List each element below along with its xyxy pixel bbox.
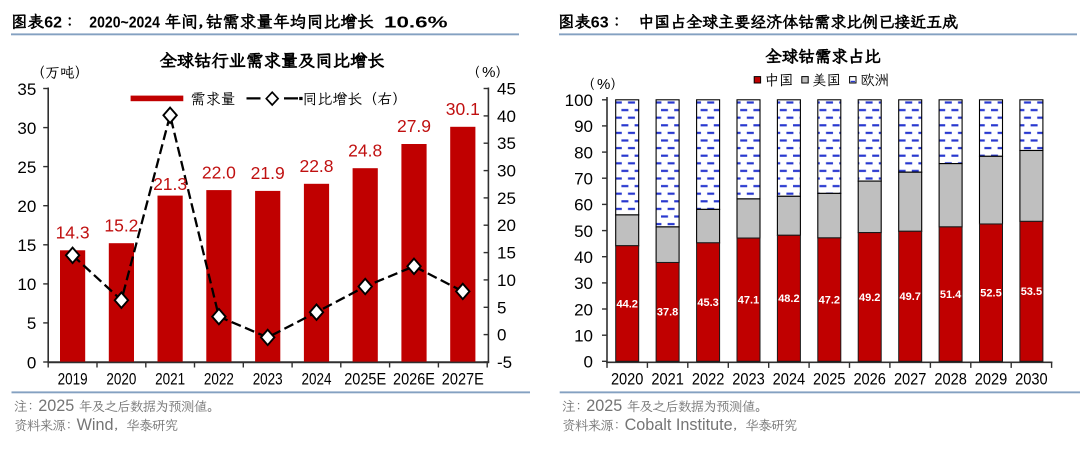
svg-text:14.3: 14.3 bbox=[56, 223, 90, 243]
svg-text:60: 60 bbox=[574, 196, 593, 215]
svg-text:30: 30 bbox=[17, 119, 36, 138]
svg-text:20: 20 bbox=[497, 216, 516, 235]
svg-text:80: 80 bbox=[574, 143, 593, 162]
svg-text:10.6%: 10.6% bbox=[384, 14, 448, 31]
svg-text:40: 40 bbox=[574, 248, 593, 267]
svg-text:47.2: 47.2 bbox=[819, 294, 840, 306]
svg-text:52.5: 52.5 bbox=[980, 288, 1001, 300]
svg-text:2025: 2025 bbox=[586, 397, 627, 415]
svg-text:2025E: 2025E bbox=[344, 371, 386, 389]
svg-text:2022: 2022 bbox=[204, 371, 234, 389]
svg-text:2023: 2023 bbox=[253, 371, 283, 389]
svg-text:5: 5 bbox=[27, 314, 36, 333]
svg-text:2020: 2020 bbox=[611, 371, 644, 389]
svg-text:Wind: Wind bbox=[77, 416, 114, 434]
svg-text:22.8: 22.8 bbox=[299, 156, 333, 176]
svg-text:2023: 2023 bbox=[732, 371, 765, 389]
svg-text:2021: 2021 bbox=[155, 371, 185, 389]
svg-text:20: 20 bbox=[17, 197, 36, 216]
svg-text:5: 5 bbox=[497, 298, 506, 317]
svg-text:90: 90 bbox=[574, 117, 593, 136]
svg-text:2027: 2027 bbox=[894, 371, 927, 389]
svg-text:2025: 2025 bbox=[813, 371, 846, 389]
svg-text:%: % bbox=[597, 76, 610, 93]
svg-text:2024: 2024 bbox=[773, 371, 806, 389]
svg-text:2027E: 2027E bbox=[442, 371, 484, 389]
svg-text:70: 70 bbox=[574, 170, 593, 189]
svg-text:49.7: 49.7 bbox=[899, 291, 920, 303]
svg-text:2025: 2025 bbox=[38, 397, 79, 415]
svg-text:10: 10 bbox=[574, 327, 593, 346]
svg-text:Cobalt Institute: Cobalt Institute bbox=[625, 416, 733, 434]
svg-text:51.4: 51.4 bbox=[940, 289, 962, 301]
svg-text:2021: 2021 bbox=[651, 371, 684, 389]
svg-text:44.2: 44.2 bbox=[616, 298, 637, 310]
svg-text:62: 62 bbox=[44, 14, 62, 31]
svg-text:21.9: 21.9 bbox=[251, 163, 285, 183]
svg-text:%: % bbox=[482, 64, 495, 81]
svg-text:53.5: 53.5 bbox=[1021, 286, 1042, 298]
svg-text:2029: 2029 bbox=[975, 371, 1008, 389]
svg-text:2024: 2024 bbox=[302, 371, 332, 389]
svg-text:48.2: 48.2 bbox=[778, 293, 799, 305]
svg-text:27.9: 27.9 bbox=[397, 116, 431, 136]
svg-text:20: 20 bbox=[574, 300, 593, 319]
svg-text:15: 15 bbox=[497, 244, 516, 263]
svg-text:2028: 2028 bbox=[934, 371, 967, 389]
svg-text:2022: 2022 bbox=[692, 371, 725, 389]
svg-text:22.0: 22.0 bbox=[202, 162, 236, 182]
svg-text:-5: -5 bbox=[497, 353, 512, 372]
svg-text:30.1: 30.1 bbox=[446, 99, 480, 119]
svg-text:10: 10 bbox=[497, 271, 516, 290]
svg-text:50: 50 bbox=[574, 222, 593, 241]
svg-text:21.3: 21.3 bbox=[153, 174, 187, 194]
svg-text:15.2: 15.2 bbox=[104, 215, 138, 235]
svg-text:35: 35 bbox=[17, 80, 36, 99]
svg-text:45: 45 bbox=[497, 80, 516, 99]
svg-text:25: 25 bbox=[17, 158, 36, 177]
svg-text:47.1: 47.1 bbox=[738, 295, 759, 307]
svg-text:40: 40 bbox=[497, 107, 516, 126]
svg-text:0: 0 bbox=[584, 353, 593, 372]
svg-text:2019: 2019 bbox=[58, 371, 88, 389]
svg-text:2026E: 2026E bbox=[393, 371, 435, 389]
svg-text:45.3: 45.3 bbox=[697, 297, 718, 309]
svg-text:49.2: 49.2 bbox=[859, 292, 880, 304]
svg-text:2020~2024: 2020~2024 bbox=[89, 14, 160, 31]
svg-text:0: 0 bbox=[497, 326, 506, 345]
svg-text:37.8: 37.8 bbox=[657, 307, 678, 319]
svg-text:24.8: 24.8 bbox=[348, 140, 382, 160]
svg-text:2026: 2026 bbox=[853, 371, 886, 389]
svg-text:2030: 2030 bbox=[1015, 371, 1048, 389]
svg-text:30: 30 bbox=[497, 162, 516, 181]
svg-text:2020: 2020 bbox=[106, 371, 136, 389]
svg-text:63: 63 bbox=[591, 14, 609, 31]
svg-text:100: 100 bbox=[565, 91, 593, 110]
svg-text:30: 30 bbox=[574, 274, 593, 293]
svg-text:0: 0 bbox=[27, 353, 36, 372]
svg-text:35: 35 bbox=[497, 134, 516, 153]
svg-text:10: 10 bbox=[17, 275, 36, 294]
svg-text:15: 15 bbox=[17, 236, 36, 255]
svg-text:25: 25 bbox=[497, 189, 516, 208]
